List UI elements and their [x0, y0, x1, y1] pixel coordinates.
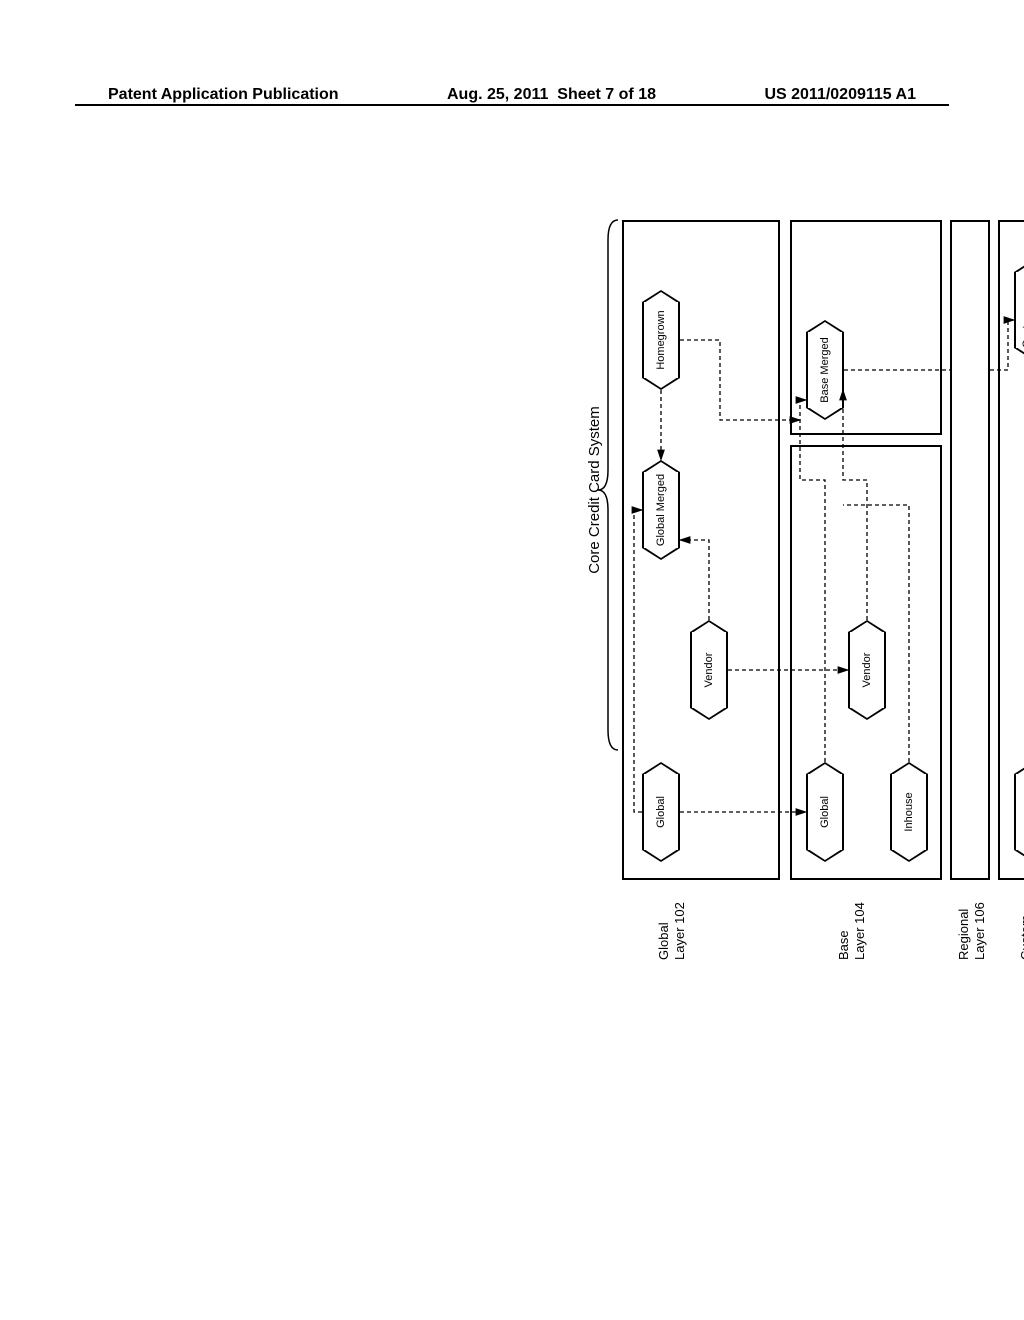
hex-label: Custom Merged: [1014, 272, 1024, 348]
header-rule: [75, 104, 949, 106]
layer-base-l1: Base: [836, 930, 851, 960]
layer-regional-l1: Regional: [956, 909, 971, 960]
hex-custom-custom: Custom: [1014, 762, 1024, 862]
layer-base-l2: Layer 104: [852, 902, 867, 960]
hex-custom-merged: Custom Merged: [1014, 260, 1024, 360]
hex-label: Custom: [1014, 774, 1024, 850]
hex-label: Vendor: [848, 632, 886, 708]
header-left: Patent Application Publication: [108, 86, 339, 104]
page-header: Patent Application Publication Aug. 25, …: [0, 86, 1024, 104]
hex-base-inhouse: Inhouse: [890, 762, 928, 862]
header-center: Aug. 25, 2011 Sheet 7 of 18: [447, 86, 656, 104]
layer-custom-l1: Custom: [1018, 915, 1024, 960]
hex-label: Inhouse: [890, 774, 928, 850]
hex-label: Global: [642, 774, 680, 850]
regional-layer-box: [950, 220, 990, 880]
hex-base-global: Global: [806, 762, 844, 862]
brace-label: Core Credit Card System: [586, 330, 603, 650]
header-right: US 2011/0209115 A1: [764, 86, 916, 104]
hex-base-vendor: Vendor: [848, 620, 886, 720]
hex-base-merged: Base Merged: [806, 320, 844, 420]
hex-label: Global Merged: [642, 472, 680, 548]
hex-global-global: Global: [642, 762, 680, 862]
layer-regional-l2: Layer 106: [972, 902, 987, 960]
layer-global-l2: Layer 102: [672, 902, 687, 960]
hex-label: Homegrown: [642, 302, 680, 378]
hex-global-vendor: Vendor: [690, 620, 728, 720]
diagram: Core Credit Card System Global Layer 102…: [590, 160, 1024, 960]
hex-label: Vendor: [690, 632, 728, 708]
diagram-rotated-wrapper: Core Credit Card System Global Layer 102…: [590, 160, 1024, 960]
hex-global-merged: Global Merged: [642, 460, 680, 560]
hex-global-homegrown: Homegrown: [642, 290, 680, 390]
hex-label: Global: [806, 774, 844, 850]
hex-label: Base Merged: [806, 332, 844, 408]
layer-global-l1: Global: [656, 922, 671, 960]
